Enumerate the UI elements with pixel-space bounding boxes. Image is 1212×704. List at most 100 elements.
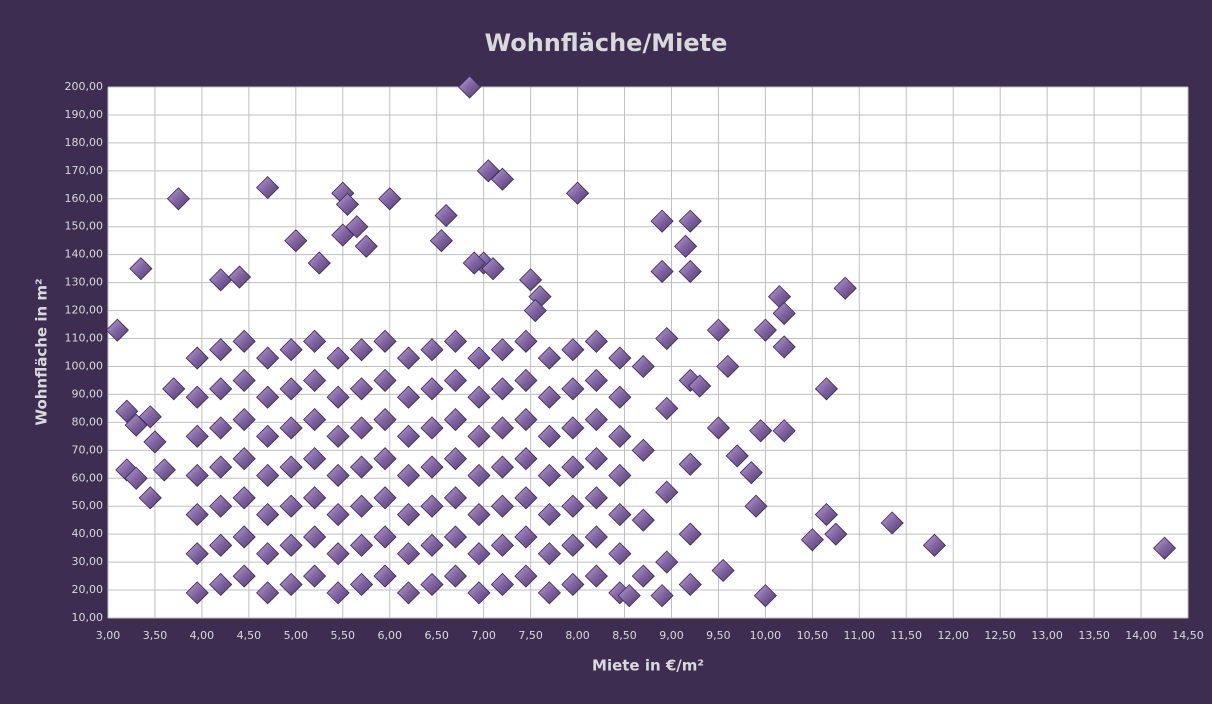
x-tick-label: 14,50 [1172, 629, 1204, 642]
point [537, 581, 561, 605]
y-tick-label: 50,00 [72, 499, 104, 512]
point [185, 542, 209, 566]
point [349, 533, 374, 557]
point [537, 463, 561, 488]
point [772, 335, 796, 359]
point [209, 455, 233, 479]
point [307, 251, 331, 275]
point [565, 181, 590, 205]
point [279, 377, 303, 401]
x-tick-label: 3,00 [96, 629, 121, 642]
point [650, 584, 674, 608]
x-tick-label: 7,00 [471, 629, 496, 642]
point [561, 572, 585, 597]
point [443, 564, 468, 588]
point [185, 503, 209, 527]
point [138, 405, 162, 429]
point [584, 564, 608, 588]
point [814, 377, 839, 401]
point [420, 572, 444, 597]
point [373, 329, 397, 353]
x-tick-label: 12,00 [937, 629, 969, 642]
point [514, 447, 538, 471]
point [420, 533, 444, 557]
point [124, 466, 148, 490]
point [772, 301, 796, 325]
point [349, 572, 374, 597]
y-tick-label: 100,00 [65, 359, 104, 372]
x-tick-label: 5,00 [284, 629, 309, 642]
point [396, 542, 421, 566]
point [537, 542, 561, 566]
point [462, 251, 486, 275]
point [608, 463, 632, 488]
point [655, 326, 679, 351]
point [185, 385, 209, 409]
point [373, 447, 397, 471]
y-tick-label: 10,00 [72, 611, 104, 624]
point [650, 259, 674, 284]
point [232, 447, 256, 471]
point [608, 424, 632, 448]
point [354, 234, 378, 258]
point [467, 424, 491, 448]
point [303, 408, 327, 432]
point [584, 525, 608, 549]
point [608, 542, 632, 566]
point [584, 447, 608, 471]
point [279, 533, 303, 557]
point [373, 368, 397, 393]
point [326, 424, 350, 448]
point [326, 542, 350, 566]
point [256, 346, 280, 370]
y-tick-label: 30,00 [72, 555, 104, 568]
point [429, 229, 453, 253]
x-tick-label: 9,00 [659, 629, 684, 642]
point [166, 187, 191, 211]
point [744, 494, 768, 518]
x-tick-label: 8,50 [612, 629, 637, 642]
point [396, 503, 421, 527]
point [753, 318, 777, 342]
point [631, 438, 655, 462]
point [232, 368, 256, 393]
point [725, 444, 749, 468]
point [490, 455, 515, 479]
point [443, 368, 468, 393]
point [232, 525, 256, 549]
point [467, 463, 491, 488]
point [514, 408, 538, 432]
y-tick-label: 60,00 [72, 471, 104, 484]
point [739, 461, 763, 485]
point [673, 234, 698, 258]
point [349, 455, 374, 479]
point [523, 299, 547, 323]
y-tick-label: 140,00 [65, 248, 104, 261]
point [514, 564, 538, 588]
y-tick-label: 40,00 [72, 527, 104, 540]
point [561, 416, 585, 440]
point [584, 329, 608, 353]
point [481, 257, 505, 281]
x-tick-label: 13,00 [1031, 629, 1063, 642]
y-tick-label: 90,00 [72, 387, 104, 400]
point [345, 215, 369, 239]
point [490, 416, 515, 440]
x-tick-label: 5,50 [331, 629, 356, 642]
point [378, 187, 402, 211]
point [349, 494, 374, 518]
point [514, 486, 538, 510]
point [326, 503, 350, 527]
point [227, 265, 252, 289]
point [537, 346, 561, 370]
point [514, 525, 538, 549]
point [420, 338, 444, 362]
point [706, 318, 731, 342]
point [284, 229, 308, 253]
point [753, 584, 777, 608]
point [185, 581, 209, 605]
point [420, 377, 444, 401]
x-tick-label: 12,50 [984, 629, 1016, 642]
point [772, 419, 796, 443]
